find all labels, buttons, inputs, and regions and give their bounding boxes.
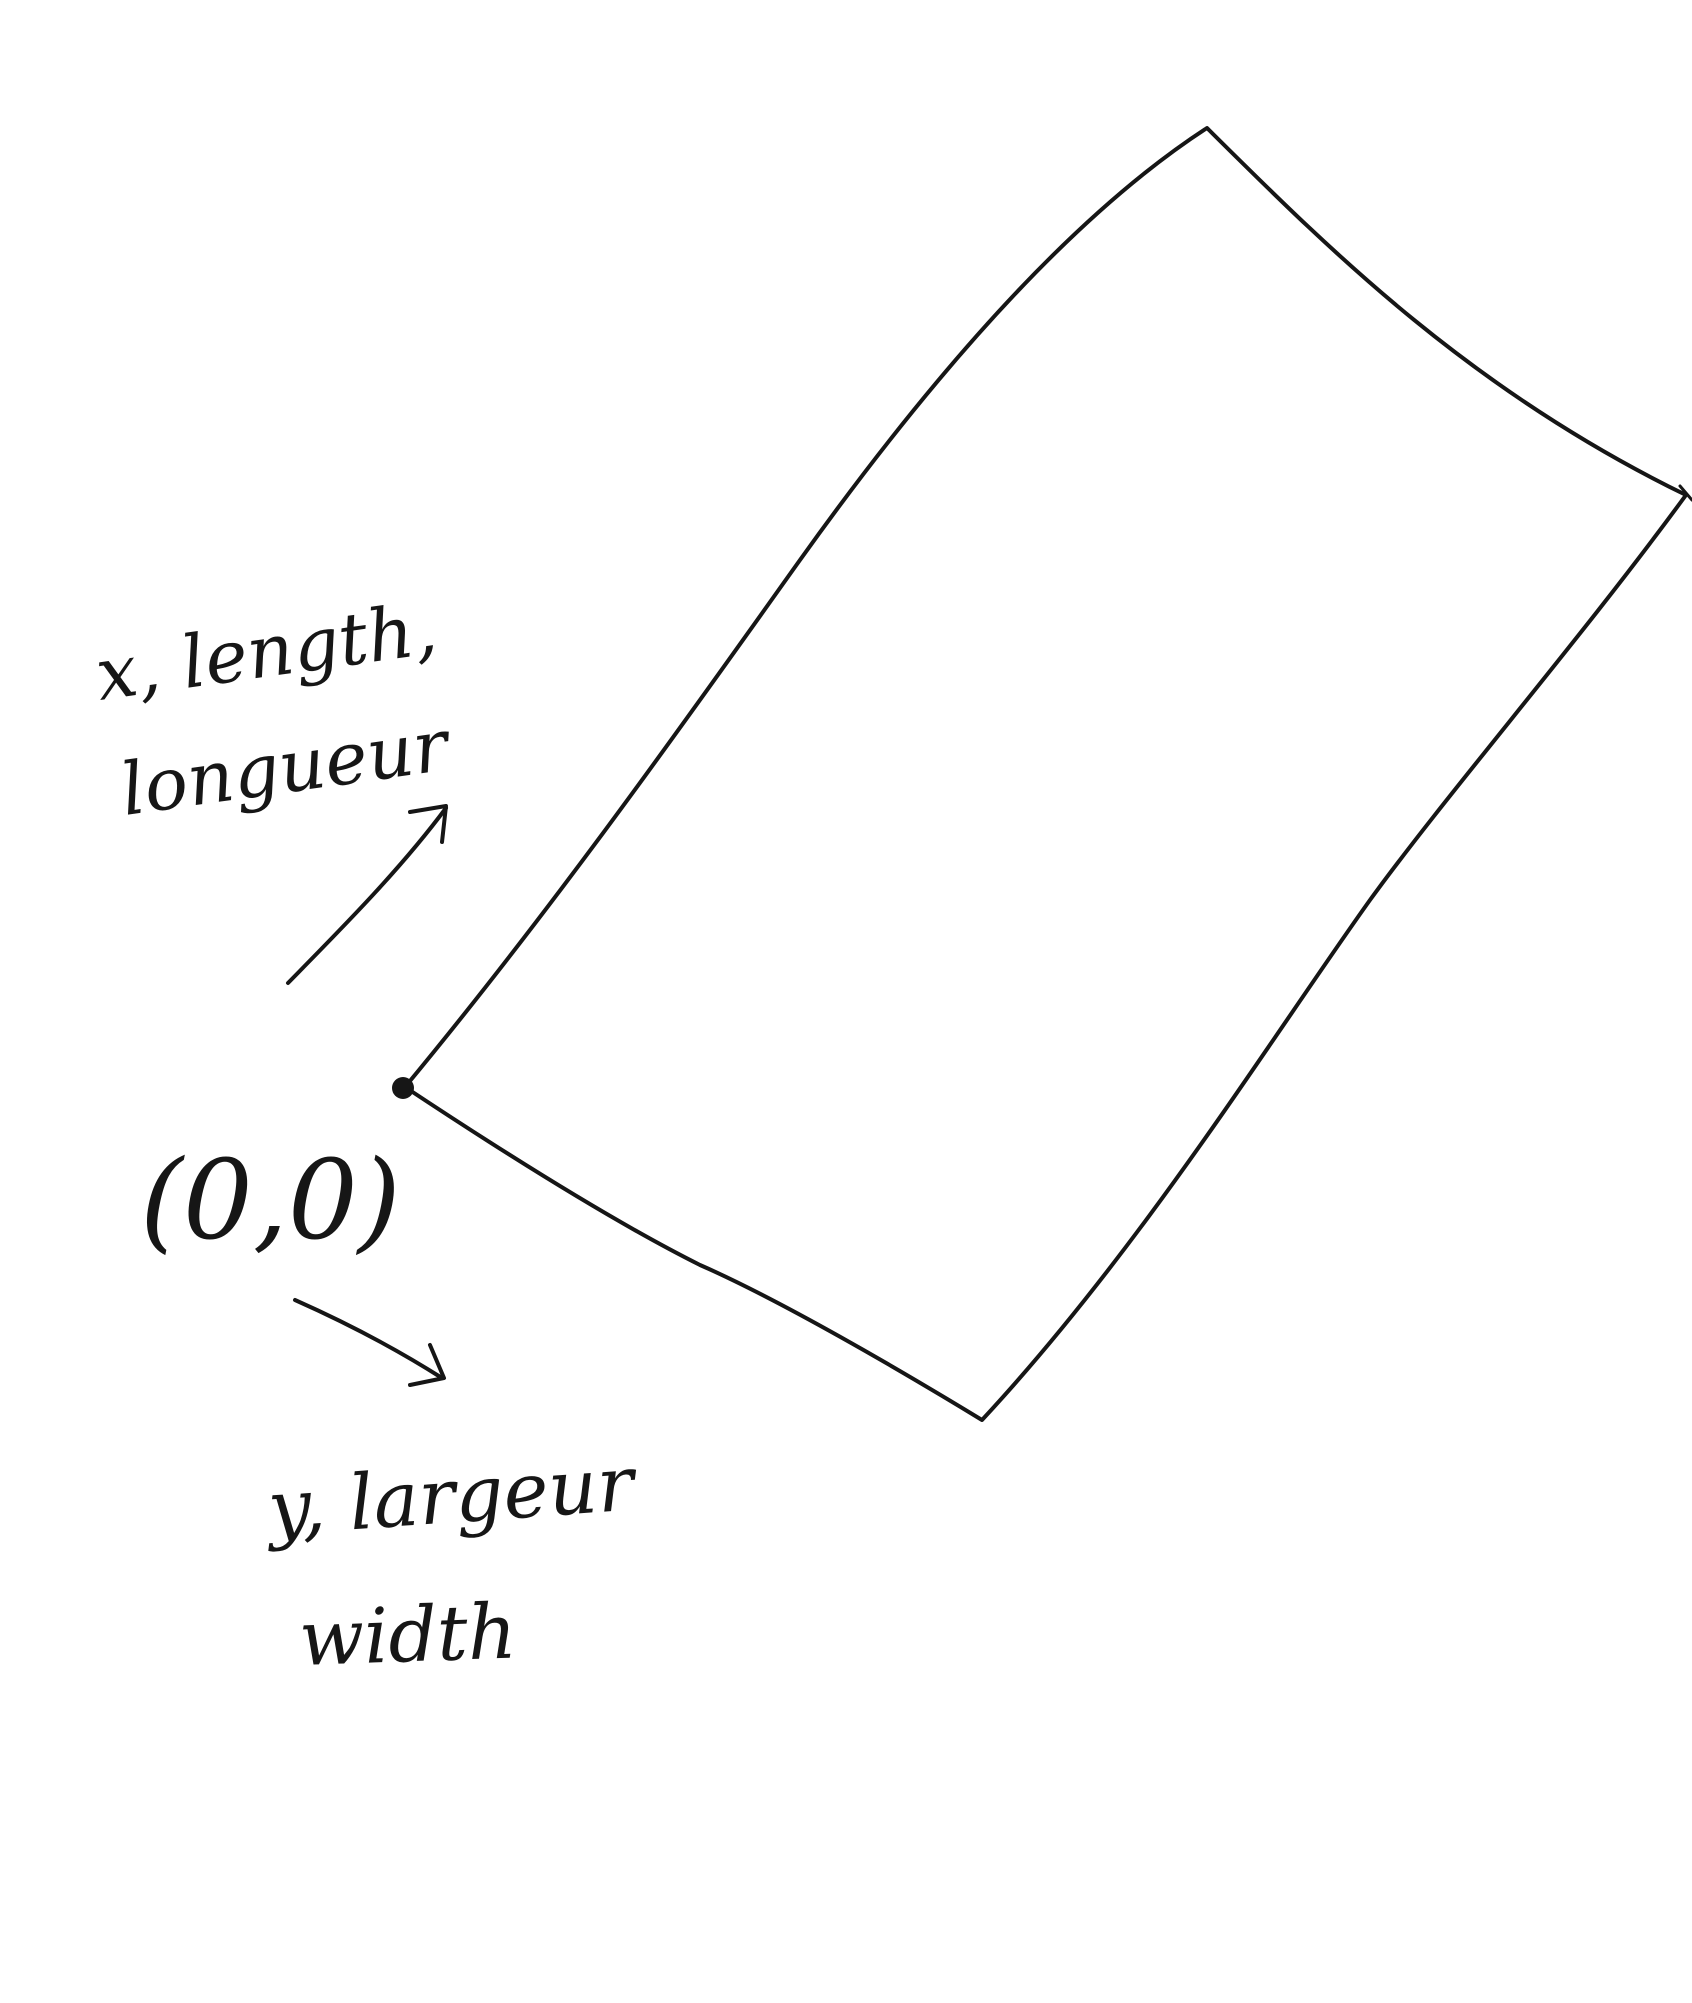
- origin-label: (0,0): [140, 1136, 401, 1264]
- x-axis-label-line1: x, length,: [91, 586, 442, 717]
- y-axis-label-line1: y, largeur: [262, 1438, 641, 1553]
- y-axis-arrow: [293, 1298, 446, 1387]
- origin-point: [392, 1077, 414, 1099]
- corner-tick: [1678, 484, 1692, 502]
- x-axis-label-line2: longueur: [116, 702, 457, 831]
- y-axis-label-line2: width: [298, 1586, 518, 1683]
- rectangle-outline: [403, 126, 1688, 1422]
- x-axis-arrow: [286, 804, 448, 985]
